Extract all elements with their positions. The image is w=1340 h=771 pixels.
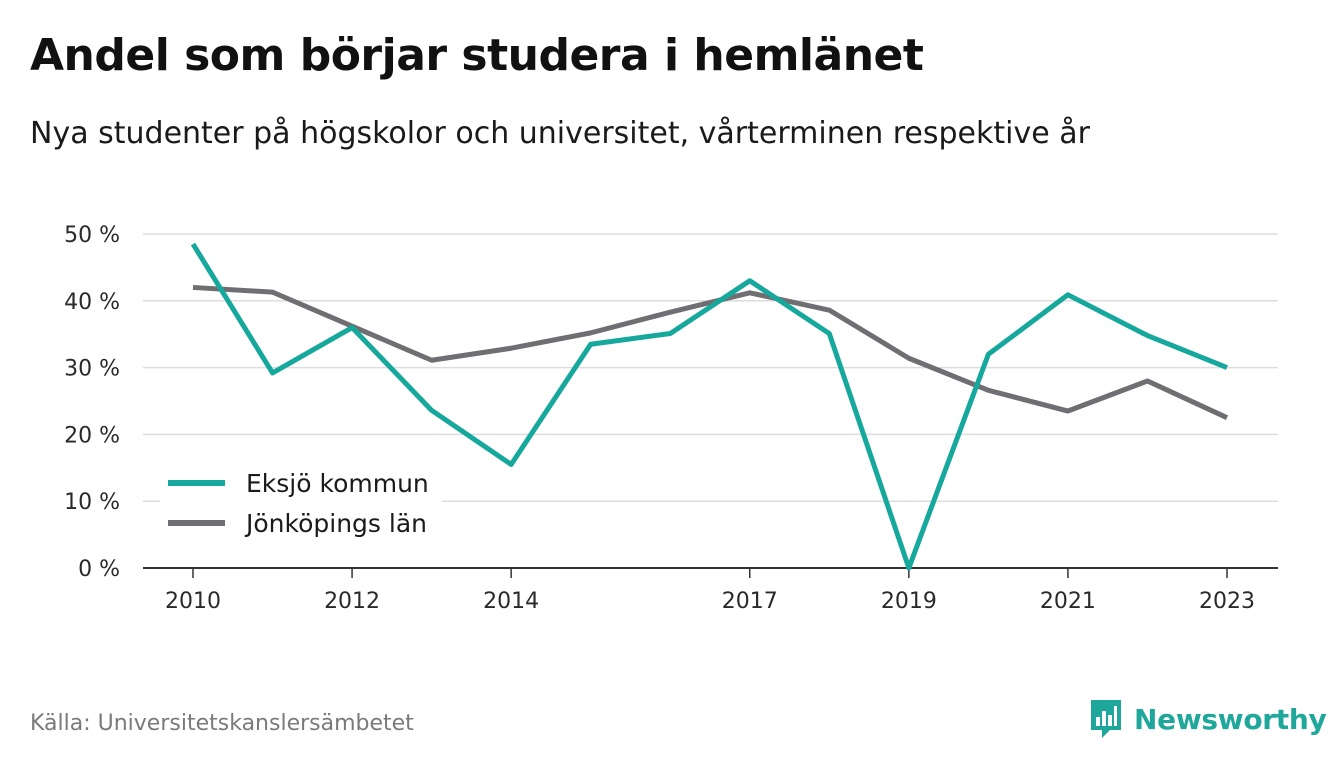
x-tick-label: 2010 [165,589,221,614]
y-tick-label: 10 % [64,490,120,515]
y-tick-label: 50 % [64,223,120,248]
series-lines [190,242,1229,571]
x-tick-label: 2012 [324,589,380,614]
x-tick-label: 2021 [1040,589,1096,614]
brand-logo[interactable]: Newsworthy [1088,697,1327,741]
line-chart: 0 % 10 % 20 % 30 % 40 % 50 % 2010 2012 2014 2017… [64,223,1278,614]
series-line-eksjo-kommun [190,242,1228,571]
y-tick-label: 0 % [78,557,120,582]
y-tick-label: 40 % [64,290,120,315]
legend-label: Eksjö kommun [246,469,429,498]
x-tick-label: 2014 [483,589,539,614]
newsworthy-logo-icon [1091,700,1121,738]
chart-title: Andel som börjar studera i hemlänet [30,30,924,81]
series-line-jonkopings-lan [192,284,1229,420]
y-axis-ticks: 0 % 10 % 20 % 30 % 40 % 50 % [64,223,120,582]
x-axis: 2010 2012 2014 2017 2019 2021 2023 [143,567,1278,614]
x-tick-label: 2017 [722,589,778,614]
y-tick-label: 30 % [64,357,120,382]
brand-name: Newsworthy [1134,702,1327,736]
legend-label: Jönköpings län [244,509,427,538]
x-tick-label: 2019 [881,589,937,614]
legend: Eksjö kommun Jönköpings län [160,463,442,549]
legend-background [160,463,442,549]
chart-subtitle: Nya studenter på högskolor och universit… [30,116,1090,151]
source-note: Källa: Universitetskanslersämbetet [30,711,414,736]
x-tick-label: 2023 [1199,589,1255,614]
grid-lines [143,233,1278,502]
y-tick-label: 20 % [64,423,120,448]
